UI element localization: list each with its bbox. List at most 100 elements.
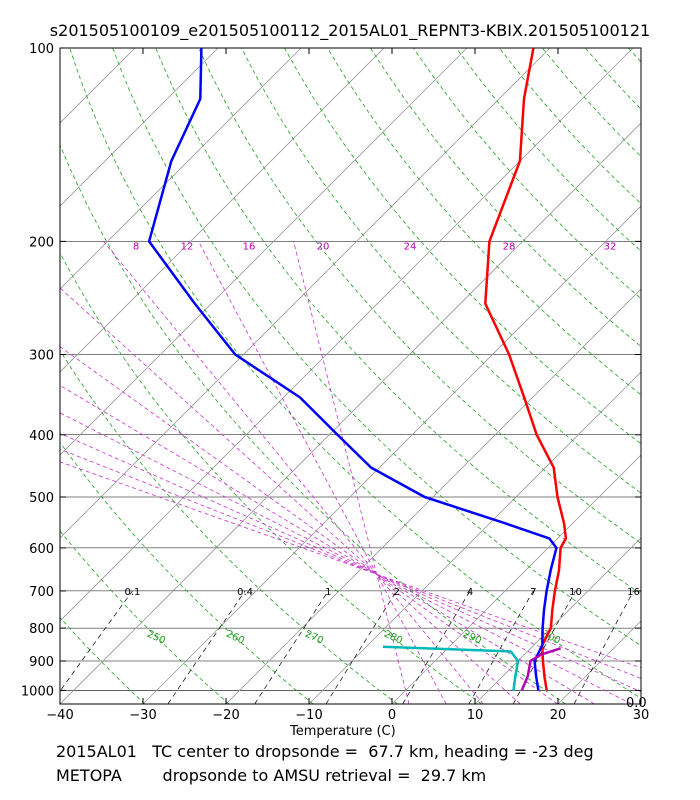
y-tick-label: 800 bbox=[29, 622, 54, 637]
mixing-ratio-line bbox=[402, 590, 471, 704]
isotherm-line bbox=[60, 48, 219, 207]
moist-adiabat-label: 16 bbox=[243, 241, 256, 252]
dry-adiabat-line bbox=[69, 48, 641, 699]
mixing-ratio-line bbox=[468, 590, 534, 704]
dry-adiabat-line bbox=[455, 48, 641, 252]
x-tick-label: −10 bbox=[295, 708, 322, 723]
dry-adiabat-line bbox=[584, 48, 641, 110]
mixing-ratio-label: 1 bbox=[325, 587, 331, 598]
isotherm-line bbox=[142, 205, 641, 704]
dry-adiabat-line bbox=[541, 48, 641, 158]
dry-adiabat-line bbox=[60, 349, 398, 704]
isotherm-line bbox=[60, 48, 634, 622]
dry-adiabat-line bbox=[671, 48, 700, 704]
moist-adiabat-line bbox=[60, 432, 641, 693]
dry-adiabat-line bbox=[60, 617, 146, 704]
dry-adiabat-line bbox=[498, 48, 641, 205]
isotherm-line bbox=[60, 48, 302, 290]
dry-adiabat-line bbox=[60, 530, 230, 704]
mixing-ratio-label: 0.4 bbox=[237, 587, 253, 598]
mixing-ratio-line bbox=[167, 590, 246, 704]
plot-frame bbox=[59, 47, 642, 705]
mixing-ratio-label: 16 bbox=[627, 587, 640, 598]
moist-adiabat-line bbox=[103, 241, 484, 704]
dry-adiabat-line bbox=[60, 251, 482, 704]
x-tick-label: −40 bbox=[46, 708, 73, 723]
moist-adiabat-line bbox=[60, 448, 641, 679]
chart-title: s201505100109_e201505100112_2015AL01_REP… bbox=[49, 21, 651, 40]
y-tick-label: 900 bbox=[29, 655, 54, 670]
series-line-1 bbox=[147, 48, 558, 691]
x-tick-label: −20 bbox=[212, 708, 239, 723]
dry-adiabat-line bbox=[60, 143, 566, 704]
mixing-ratio-line bbox=[254, 590, 329, 704]
dry-adiabat-line bbox=[284, 48, 641, 445]
y-tick-label: 600 bbox=[29, 542, 54, 557]
dry-adiabat-label: 250 bbox=[145, 629, 167, 647]
moist-adiabat-label: 24 bbox=[404, 241, 417, 252]
moist-adiabat-line bbox=[60, 384, 595, 704]
moist-adiabat-label: 12 bbox=[181, 241, 194, 252]
moist-adiabat-line bbox=[60, 461, 641, 669]
mixing-ratio-label: 10 bbox=[569, 587, 582, 598]
dry-adiabat-line bbox=[198, 48, 641, 544]
dry-adiabat-line bbox=[155, 48, 641, 595]
y-tick-label: 400 bbox=[29, 429, 54, 444]
y-tick-label: 300 bbox=[29, 348, 54, 363]
footer-line-1: 2015AL01 TC center to dropsonde = 67.7 k… bbox=[56, 742, 594, 761]
series-line-0 bbox=[484, 48, 568, 691]
dry-adiabat-label: 270 bbox=[303, 629, 325, 647]
x-tick-label: −30 bbox=[129, 708, 156, 723]
mixing-ratio-line bbox=[573, 590, 634, 704]
mixing-ratio-label: 0.1 bbox=[124, 587, 140, 598]
y-tick-label: 200 bbox=[29, 235, 54, 250]
y-tick-label: 500 bbox=[29, 491, 54, 506]
mixing-ratio-line bbox=[325, 590, 397, 704]
series-line-3 bbox=[382, 645, 520, 691]
moist-adiabat-line bbox=[60, 287, 521, 704]
isotherm-line bbox=[60, 48, 551, 539]
isotherm-line bbox=[60, 48, 136, 124]
isotherm-line bbox=[60, 122, 641, 704]
dry-adiabat-line bbox=[627, 48, 641, 63]
x-axis-label: Temperature (C) bbox=[290, 724, 396, 739]
mixing-ratio-label: 7 bbox=[530, 587, 536, 598]
series-line-2 bbox=[520, 647, 561, 691]
isotherm-line bbox=[391, 454, 641, 704]
corner-label: 0.0 bbox=[626, 696, 647, 711]
dry-adiabat-line bbox=[241, 48, 641, 494]
isotherm-line bbox=[557, 620, 641, 704]
mixing-ratio-line bbox=[60, 590, 133, 692]
moist-adiabat-line bbox=[60, 412, 632, 704]
isotherm-line bbox=[474, 537, 641, 704]
x-tick-label: 20 bbox=[550, 708, 567, 723]
y-tick-label: 1000 bbox=[21, 684, 54, 699]
x-tick-label: 0 bbox=[388, 708, 396, 723]
isotherm-line bbox=[640, 703, 641, 704]
x-tick-label: 10 bbox=[467, 708, 484, 723]
mixing-ratio-label: 4 bbox=[467, 587, 473, 598]
dry-adiabat-line bbox=[60, 702, 61, 704]
footer-line-2: METOPA dropsonde to AMSU retrieval = 29.… bbox=[56, 766, 487, 785]
moist-adiabat-line bbox=[60, 346, 558, 704]
isotherm-line bbox=[308, 371, 641, 704]
mixing-ratio-label: 2 bbox=[393, 587, 399, 598]
y-tick-label: 700 bbox=[29, 585, 54, 600]
dry-adiabat-line bbox=[370, 48, 641, 348]
y-tick-label: 100 bbox=[29, 42, 54, 57]
dry-adiabat-line bbox=[112, 48, 641, 647]
dry-adiabat-line bbox=[60, 441, 314, 704]
moist-adiabat-label: 8 bbox=[133, 241, 139, 252]
dry-adiabat-label: 290 bbox=[461, 629, 483, 647]
moist-adiabat-label: 28 bbox=[503, 241, 516, 252]
moist-adiabat-line bbox=[293, 241, 410, 704]
moist-adiabat-label: 20 bbox=[317, 241, 330, 252]
isotherm-line bbox=[0, 48, 52, 704]
dry-adiabat-line bbox=[327, 48, 641, 396]
isotherm-line bbox=[60, 48, 468, 456]
isotherm-line bbox=[60, 48, 385, 373]
moist-adiabat-label: 32 bbox=[604, 241, 617, 252]
isotherm-line bbox=[225, 288, 641, 704]
moist-adiabat-line bbox=[198, 241, 447, 704]
